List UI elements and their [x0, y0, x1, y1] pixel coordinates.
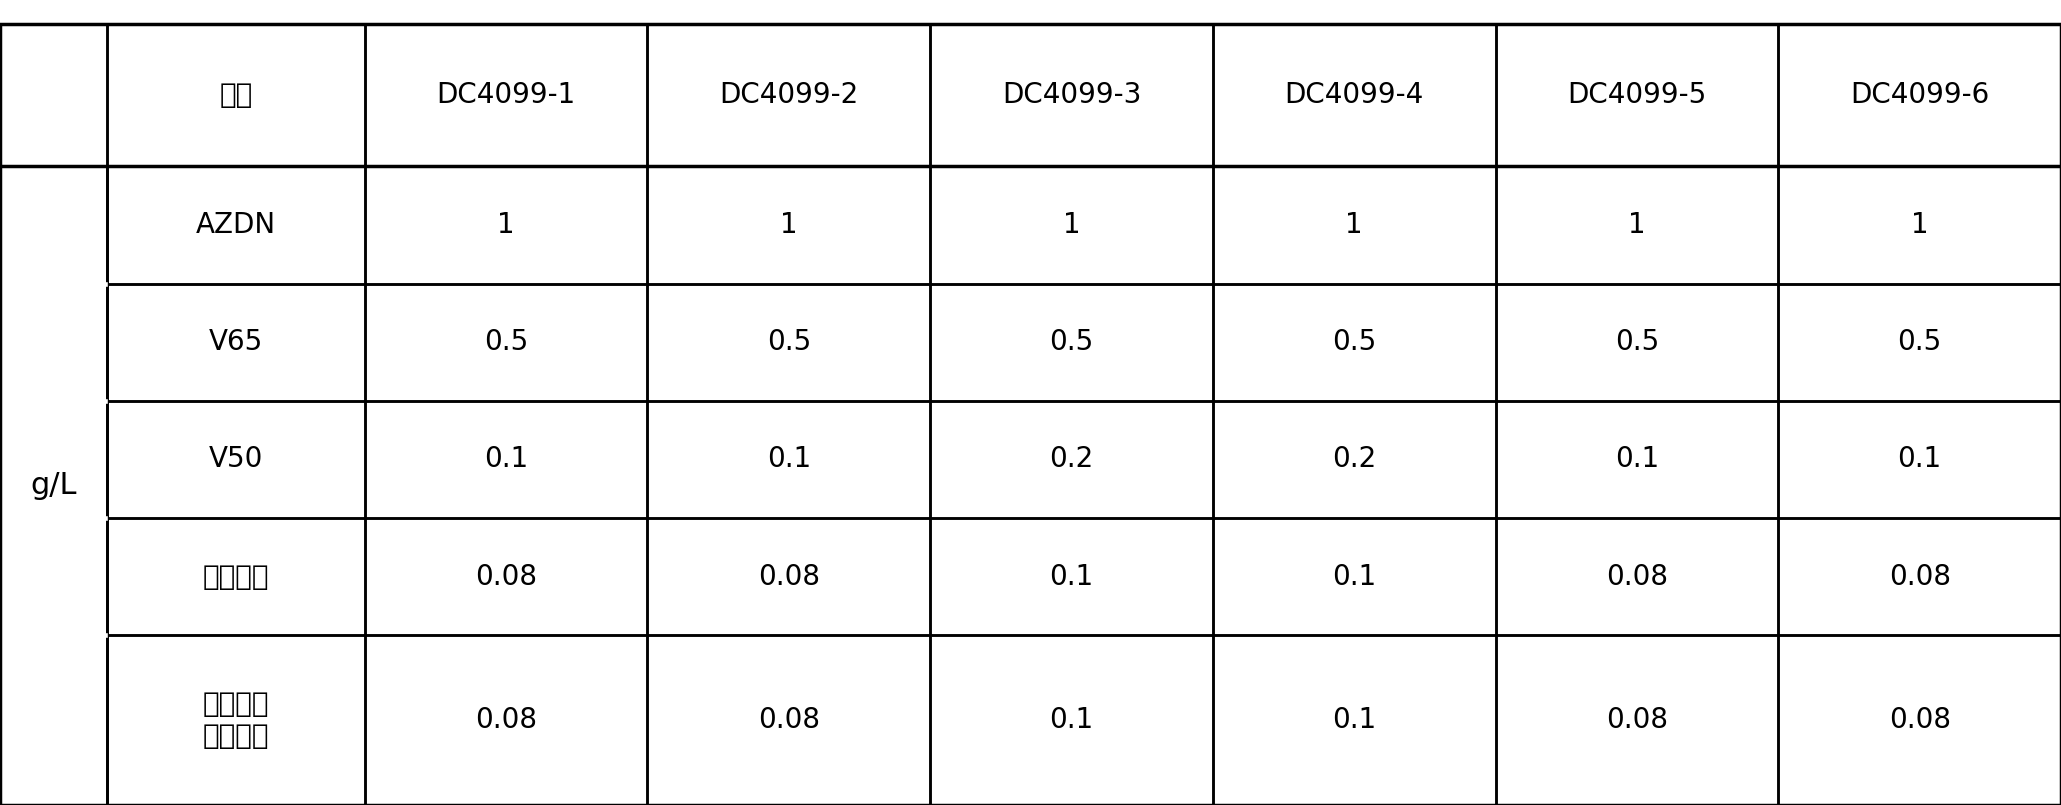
Bar: [1779, 518, 2061, 635]
Bar: [107, 635, 365, 805]
Bar: [1496, 635, 1779, 805]
Bar: [107, 283, 365, 401]
Text: 1: 1: [1346, 211, 1362, 239]
Text: 1: 1: [1628, 211, 1647, 239]
Bar: [1212, 24, 1496, 166]
Text: 0.5: 0.5: [1049, 328, 1094, 356]
Bar: [1212, 401, 1496, 518]
Text: 0.1: 0.1: [484, 445, 528, 473]
Bar: [1212, 283, 1496, 401]
Bar: [0, 401, 107, 518]
Text: 0.1: 0.1: [1049, 563, 1094, 591]
Bar: [0, 518, 107, 635]
Text: AZDN: AZDN: [196, 211, 276, 239]
Bar: [107, 166, 365, 283]
Bar: [1779, 166, 2061, 283]
Text: 0.08: 0.08: [476, 563, 538, 591]
Text: DC4099-2: DC4099-2: [719, 81, 859, 109]
Bar: [365, 635, 647, 805]
Text: 编号: 编号: [218, 81, 254, 109]
Text: 0.1: 0.1: [1616, 445, 1659, 473]
Text: 0.08: 0.08: [1606, 706, 1667, 734]
Text: 0.1: 0.1: [767, 445, 810, 473]
Bar: [1779, 283, 2061, 401]
Bar: [647, 166, 930, 283]
Bar: [365, 166, 647, 283]
Text: 1: 1: [497, 211, 515, 239]
Text: DC4099-1: DC4099-1: [437, 81, 575, 109]
Text: DC4099-4: DC4099-4: [1284, 81, 1424, 109]
Bar: [365, 518, 647, 635]
Text: 过硫酸铵: 过硫酸铵: [202, 563, 270, 591]
Bar: [0, 635, 107, 805]
Text: 0.5: 0.5: [1331, 328, 1377, 356]
Bar: [930, 518, 1212, 635]
Text: 0.1: 0.1: [1898, 445, 1941, 473]
Bar: [1496, 518, 1779, 635]
Text: 1: 1: [1063, 211, 1080, 239]
Bar: [647, 24, 930, 166]
Bar: [365, 401, 647, 518]
Bar: [647, 635, 930, 805]
Text: g/L: g/L: [31, 471, 76, 500]
Bar: [1212, 635, 1496, 805]
Bar: [1779, 24, 2061, 166]
Text: V50: V50: [208, 445, 264, 473]
Bar: [1779, 635, 2061, 805]
Bar: [0, 166, 107, 283]
Text: 0.08: 0.08: [758, 706, 820, 734]
Bar: [1496, 283, 1779, 401]
Bar: [107, 518, 365, 635]
Text: 0.08: 0.08: [1888, 563, 1950, 591]
Text: 0.5: 0.5: [767, 328, 810, 356]
Text: 0.08: 0.08: [758, 563, 820, 591]
Bar: [930, 166, 1212, 283]
Bar: [1496, 24, 1779, 166]
Bar: [647, 401, 930, 518]
Bar: [930, 24, 1212, 166]
Text: 0.5: 0.5: [484, 328, 528, 356]
Text: DC4099-5: DC4099-5: [1566, 81, 1707, 109]
Text: DC4099-6: DC4099-6: [1851, 81, 1989, 109]
Text: V65: V65: [208, 328, 264, 356]
Text: 0.08: 0.08: [476, 706, 538, 734]
Text: 0.08: 0.08: [1606, 563, 1667, 591]
Bar: [0, 283, 107, 401]
Text: DC4099-3: DC4099-3: [1002, 81, 1142, 109]
Text: 0.1: 0.1: [1331, 563, 1377, 591]
Text: 1: 1: [1911, 211, 1929, 239]
Bar: [930, 401, 1212, 518]
Text: 0.1: 0.1: [1049, 706, 1094, 734]
Bar: [930, 635, 1212, 805]
Bar: [365, 24, 647, 166]
Bar: [107, 24, 365, 166]
Bar: [1212, 166, 1496, 283]
Bar: [1496, 166, 1779, 283]
Text: 甲醛合次
硫酸氢钠: 甲醛合次 硫酸氢钠: [202, 690, 270, 750]
Text: 0.5: 0.5: [1616, 328, 1659, 356]
Bar: [1212, 518, 1496, 635]
Bar: [0, 166, 107, 805]
Text: 0.5: 0.5: [1898, 328, 1941, 356]
Bar: [647, 283, 930, 401]
Bar: [1496, 401, 1779, 518]
Bar: [1779, 401, 2061, 518]
Text: 1: 1: [779, 211, 798, 239]
Text: 0.2: 0.2: [1331, 445, 1377, 473]
Bar: [930, 283, 1212, 401]
Bar: [0, 24, 107, 166]
Bar: [107, 401, 365, 518]
Bar: [647, 518, 930, 635]
Bar: [365, 283, 647, 401]
Text: 0.1: 0.1: [1331, 706, 1377, 734]
Text: 0.2: 0.2: [1049, 445, 1094, 473]
Text: 0.08: 0.08: [1888, 706, 1950, 734]
